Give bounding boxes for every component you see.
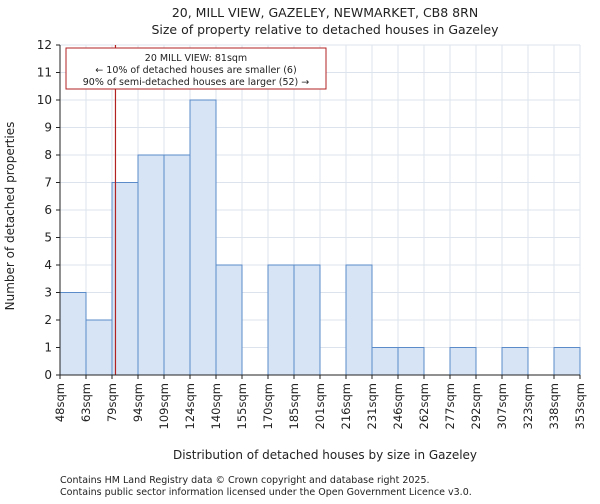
- y-tick-label: 4: [44, 258, 52, 272]
- x-tick-label: 246sqm: [391, 383, 405, 429]
- x-tick-labels: 48sqm 63sqm 79sqm 94sqm 109sqm 124sqm 140sqm 15…: [53, 375, 587, 429]
- x-tick-label: 140sqm: [209, 383, 223, 429]
- bar: [85, 319, 113, 376]
- x-tick-label: 63sqm: [79, 383, 93, 422]
- bar: [163, 154, 191, 376]
- annotation-line-1: 20 MILL VIEW: 81sqm: [145, 53, 247, 64]
- x-tick-label: 338sqm: [547, 383, 561, 429]
- x-axis-label: Distribution of detached houses by size …: [173, 448, 477, 462]
- y-tick-label: 1: [44, 341, 52, 355]
- x-tick-label: 185sqm: [287, 383, 301, 429]
- chart-subtitle: Size of property relative to detached ho…: [151, 22, 499, 37]
- bar: [553, 347, 581, 376]
- y-tick-label: 11: [37, 66, 52, 80]
- x-tick-label: 94sqm: [131, 383, 145, 422]
- footer-line-1: Contains HM Land Registry data © Crown c…: [60, 475, 430, 486]
- footer-line-2: Contains public sector information licen…: [60, 487, 472, 498]
- bar: [137, 154, 165, 376]
- x-tick-label: 201sqm: [313, 383, 327, 429]
- x-tick-label: 277sqm: [443, 383, 457, 429]
- y-tick-label: 5: [44, 231, 52, 245]
- x-tick-label: 307sqm: [495, 383, 509, 429]
- chart-title: 20, MILL VIEW, GAZELEY, NEWMARKET, CB8 8…: [172, 5, 478, 20]
- bars: [59, 99, 581, 376]
- y-tick-label: 9: [44, 121, 52, 135]
- y-tick-label: 6: [44, 203, 52, 217]
- annotation-border: [65, 47, 327, 90]
- annotation-box: 20 MILL VIEW: 81sqm ← 10% of detached ho…: [65, 47, 327, 90]
- y-tick-label: 8: [44, 148, 52, 162]
- x-tick-label: 155sqm: [235, 383, 249, 429]
- bar: [59, 292, 87, 376]
- y-axis-label: Number of detached properties: [3, 122, 17, 311]
- x-tick-label: 231sqm: [365, 383, 379, 429]
- x-tick-label: 292sqm: [469, 383, 483, 429]
- bar: [371, 347, 399, 376]
- y-tick-label: 3: [44, 286, 52, 300]
- x-tick-label: 124sqm: [183, 383, 197, 429]
- annotation-line-2: ← 10% of detached houses are smaller (6): [95, 65, 296, 76]
- bar: [293, 264, 321, 376]
- x-tick-label: 323sqm: [521, 383, 535, 429]
- x-tick-label: 170sqm: [261, 383, 275, 429]
- y-tick-label: 12: [37, 38, 52, 52]
- x-tick-label: 262sqm: [417, 383, 431, 429]
- bar: [345, 264, 373, 376]
- bar: [215, 264, 243, 376]
- y-tick-label: 2: [44, 313, 52, 327]
- x-tick-label: 48sqm: [53, 383, 67, 422]
- y-tick-label: 0: [44, 368, 52, 382]
- x-tick-label: 79sqm: [105, 383, 119, 422]
- bar: [501, 347, 529, 376]
- x-tick-label: 109sqm: [157, 383, 171, 429]
- y-tick-label: 10: [37, 93, 52, 107]
- annotation-line-3: 90% of semi-detached houses are larger (…: [83, 77, 310, 88]
- x-tick-label: 353sqm: [573, 383, 587, 429]
- bar: [449, 347, 477, 376]
- y-tick-label: 7: [44, 176, 52, 190]
- bar: [397, 347, 425, 376]
- bar: [189, 99, 217, 376]
- bar: [267, 264, 295, 376]
- x-tick-label: 216sqm: [339, 383, 353, 429]
